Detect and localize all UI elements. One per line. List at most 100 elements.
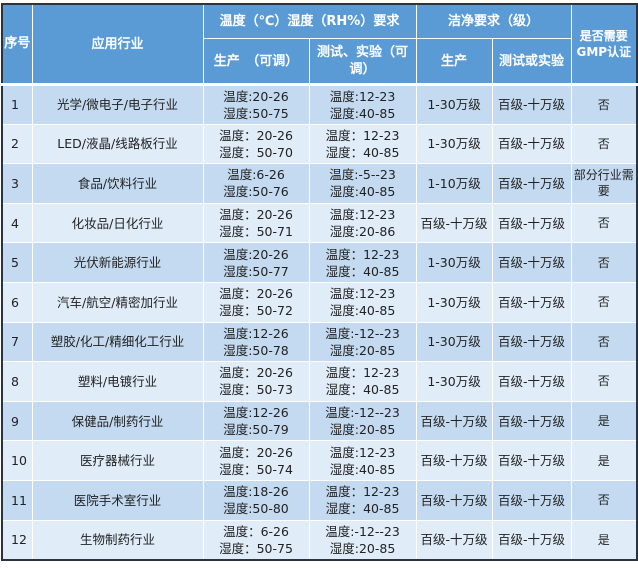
prod-humidity: 湿度：50-72 xyxy=(219,303,293,319)
industry-cell: 食品/饮料行业 xyxy=(31,163,204,204)
clean-prod-cell: 1-30万级 xyxy=(415,361,493,402)
prod-temp: 温度：20-26 xyxy=(219,365,293,381)
header-industry: 应用行业 xyxy=(31,3,204,85)
test-humidity: 湿度:40-85 xyxy=(329,105,396,121)
prod-temp: 温度:20-26 xyxy=(223,246,289,262)
prod-temp: 温度：20-26 xyxy=(219,286,293,302)
prod-humidity: 湿度：50-75 xyxy=(219,540,293,556)
test-humidity: 湿度:20-85 xyxy=(329,540,396,556)
industry-cell: 光学/微电子/电子行业 xyxy=(31,84,204,125)
clean-prod-cell: 百级-十万级 xyxy=(415,519,493,561)
row-index: 11 xyxy=(1,479,33,521)
prod-temp: 温度：20-26 xyxy=(219,127,293,143)
industry-cell: 化妆品/日化行业 xyxy=(31,202,204,244)
gmp-cell: 是 xyxy=(570,519,638,561)
test-temp-humidity-cell: 温度:12-23 湿度:40-85 xyxy=(308,440,417,481)
test-temp: 温度:12-23 xyxy=(329,444,396,460)
row-index: 10 xyxy=(1,440,33,481)
header-cleanliness: 洁净要求（级） xyxy=(415,3,572,39)
test-temp-humidity-cell: 温度：12-23 湿度：40-85 xyxy=(308,242,417,283)
row-index: 7 xyxy=(1,321,33,363)
test-temp: 温度:-5--23 xyxy=(329,167,396,183)
test-temp: 温度:-12--23 xyxy=(325,325,400,341)
row-index: 3 xyxy=(1,163,33,204)
clean-prod-cell: 1-30万级 xyxy=(415,321,493,363)
gmp-cell: 否 xyxy=(570,123,638,165)
industry-cell: 医疗器械行业 xyxy=(31,440,204,481)
prod-temp: 温度:12-26 xyxy=(223,405,289,421)
test-temp-humidity-cell: 温度:-5--23 湿度:40-85 xyxy=(308,163,417,204)
clean-prod-cell: 百级-十万级 xyxy=(415,479,493,521)
test-temp-humidity-cell: 温度：12-23 湿度：40-85 xyxy=(308,123,417,165)
prod-humidity: 湿度:50-76 xyxy=(223,184,289,200)
test-temp-humidity-cell: 温度:12-23 湿度:40-85 xyxy=(308,84,417,125)
prod-humidity: 湿度:50-78 xyxy=(223,342,289,358)
table-row: 2 LED/液晶/线路板行业 温度：20-26 湿度：50-70 温度：12-23 湿度：… xyxy=(1,123,638,165)
table-row: 9 保健品/制药行业 温度:12-26 湿度:50-79 温度:-12--23 湿度:20… xyxy=(1,400,638,442)
test-temp: 温度：12-23 xyxy=(325,484,400,500)
table-row: 7 塑胶/化工/精细化工行业 温度:12-26 湿度:50-78 温度:-12--23 湿… xyxy=(1,321,638,363)
prod-temp: 温度:12-26 xyxy=(223,325,289,341)
test-humidity: 湿度：40-85 xyxy=(325,144,400,160)
table-row: 8 塑料/电镀行业 温度：20-26 湿度：50-73 温度：12-23 湿度：40-85… xyxy=(1,361,638,402)
row-index: 12 xyxy=(1,519,33,561)
header-temp-humidity: 温度（℃）湿度（RH%）要求 xyxy=(202,3,417,39)
prod-temp-humidity-cell: 温度：20-26 湿度：50-70 xyxy=(202,123,310,165)
gmp-cell: 否 xyxy=(570,361,638,402)
table-row: 4 化妆品/日化行业 温度：20-26 湿度：50-71 温度:12-23 湿度:20-8… xyxy=(1,202,638,244)
prod-temp-humidity-cell: 温度:12-26 湿度:50-78 xyxy=(202,321,310,363)
test-temp: 温度：12-23 xyxy=(325,246,400,262)
prod-humidity: 湿度:50-80 xyxy=(223,501,289,517)
clean-test-cell: 百级-十万级 xyxy=(491,281,572,323)
clean-prod-cell: 1-10万级 xyxy=(415,163,493,204)
row-index: 2 xyxy=(1,123,33,165)
clean-test-cell: 百级-十万级 xyxy=(491,440,572,481)
prod-temp-humidity-cell: 温度：20-26 湿度：50-72 xyxy=(202,281,310,323)
row-index: 1 xyxy=(1,84,33,125)
row-index: 8 xyxy=(1,361,33,402)
prod-temp-humidity-cell: 温度：6-26 湿度：50-75 xyxy=(202,519,310,561)
prod-temp: 温度：20-26 xyxy=(219,207,293,223)
gmp-cell: 否 xyxy=(570,202,638,244)
test-temp: 温度:-12--23 xyxy=(325,523,400,539)
test-temp: 温度:12-23 xyxy=(329,286,396,302)
test-humidity: 湿度:40-85 xyxy=(329,303,396,319)
prod-temp-humidity-cell: 温度:6-26 湿度:50-76 xyxy=(202,163,310,204)
row-index: 9 xyxy=(1,400,33,442)
clean-test-cell: 百级-十万级 xyxy=(491,321,572,363)
gmp-cell: 否 xyxy=(570,321,638,363)
test-humidity: 湿度：40-85 xyxy=(325,263,400,279)
header-index: 序号 xyxy=(1,3,33,85)
test-humidity: 湿度：40-85 xyxy=(325,382,400,398)
test-humidity: 湿度：40-85 xyxy=(325,501,400,517)
test-temp-humidity-cell: 温度:-12--23 湿度:20-85 xyxy=(308,519,417,561)
prod-temp-humidity-cell: 温度：20-26 湿度：50-73 xyxy=(202,361,310,402)
clean-test-cell: 百级-十万级 xyxy=(491,202,572,244)
prod-humidity: 湿度：50-70 xyxy=(219,144,293,160)
table-row: 1 光学/微电子/电子行业 温度:20-26 湿度:50-75 温度:12-23 湿度:4… xyxy=(1,84,638,125)
clean-prod-cell: 百级-十万级 xyxy=(415,440,493,481)
test-temp-humidity-cell: 温度:-12--23 湿度:20-85 xyxy=(308,400,417,442)
clean-prod-cell: 1-30万级 xyxy=(415,281,493,323)
prod-temp: 温度：20-26 xyxy=(219,444,293,460)
header-prod-adjustable: 生产 （可调） xyxy=(202,38,310,85)
row-index: 5 xyxy=(1,242,33,283)
test-temp-humidity-cell: 温度:-12--23 湿度:20-85 xyxy=(308,321,417,363)
prod-temp-humidity-cell: 温度:20-26 湿度:50-75 xyxy=(202,84,310,125)
clean-test-cell: 百级-十万级 xyxy=(491,519,572,561)
header-clean-test: 测试或实验 xyxy=(491,38,572,85)
test-humidity: 湿度:40-85 xyxy=(329,184,396,200)
header-clean-prod: 生产 xyxy=(415,38,493,85)
gmp-cell: 是 xyxy=(570,400,638,442)
clean-prod-cell: 1-30万级 xyxy=(415,242,493,283)
test-humidity: 湿度:20-85 xyxy=(329,342,396,358)
clean-test-cell: 百级-十万级 xyxy=(491,163,572,204)
industry-cell: 医院手术室行业 xyxy=(31,479,204,521)
industry-cell: 塑料/电镀行业 xyxy=(31,361,204,402)
prod-humidity: 湿度:50-79 xyxy=(223,422,289,438)
clean-test-cell: 百级-十万级 xyxy=(491,400,572,442)
industry-cell: 保健品/制药行业 xyxy=(31,400,204,442)
gmp-cell: 否 xyxy=(570,84,638,125)
table-row: 3 食品/饮料行业 温度:6-26 湿度:50-76 温度:-5--23 湿度:40-85… xyxy=(1,163,638,204)
test-humidity: 湿度:20-86 xyxy=(329,224,396,240)
